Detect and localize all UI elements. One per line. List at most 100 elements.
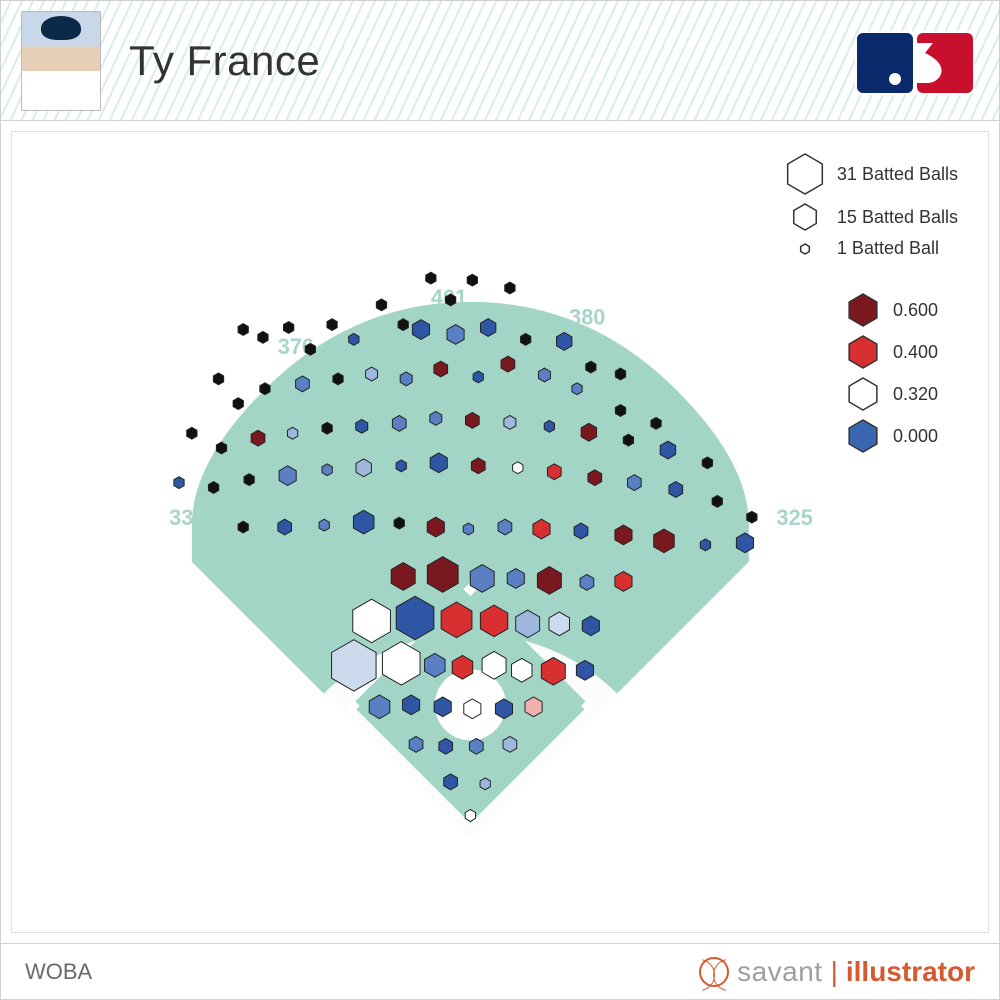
hex-bin (244, 474, 254, 486)
hex-bin (473, 371, 483, 383)
hex-bin (392, 415, 406, 431)
hex-bin (580, 574, 594, 590)
hex-bin (409, 736, 423, 752)
hex-bin (503, 736, 517, 752)
hex-bin (333, 373, 343, 385)
hex-bin (430, 412, 442, 426)
fence-distance-label: 331 (169, 505, 205, 530)
hex-bin (430, 453, 447, 473)
hex-bin (615, 368, 625, 380)
hex-bin (513, 462, 523, 474)
hex-bin (525, 697, 542, 717)
hex-bin (498, 519, 512, 535)
hex-bin (471, 458, 485, 474)
hex-bin (258, 332, 268, 344)
hex-bin (187, 427, 197, 439)
size-legend: 31 Batted Balls 15 Batted Balls 1 Batted B… (783, 152, 958, 265)
size-legend-row: 31 Batted Balls (783, 152, 958, 196)
hex-bin (463, 523, 473, 535)
hex-bin (233, 398, 243, 410)
hex-bin (669, 482, 683, 498)
hex-bin (712, 495, 722, 507)
hex-bin (538, 368, 550, 382)
hex-bin (480, 319, 495, 337)
player-name: Ty France (129, 37, 320, 85)
hex-bin (322, 422, 332, 434)
color-legend-label: 0.600 (893, 300, 938, 321)
mlb-logo (855, 31, 975, 95)
hex-bin (213, 373, 223, 385)
hex-bin (521, 333, 531, 345)
hex-bin (174, 477, 184, 489)
fence-distance-label: 380 (569, 305, 605, 330)
baseball-icon (699, 957, 729, 987)
brand-savant: savant (737, 956, 823, 988)
hex-bin (557, 332, 572, 350)
spray-chart: 331376401380325 31 Batted Balls15 Batted… (11, 131, 989, 933)
hex-bin (376, 299, 386, 311)
hex-bin (445, 294, 455, 306)
hex-bin (427, 517, 444, 537)
hex-bin (238, 324, 248, 336)
hex-bin (615, 405, 625, 417)
footer: WOBA savant | illustrator (1, 943, 999, 999)
hex-bin (396, 460, 406, 472)
hex-bin (480, 778, 490, 790)
player-headshot (21, 11, 101, 111)
brand-illustrator: illustrator (846, 956, 975, 988)
hex-bin (434, 697, 451, 717)
hex-bin (296, 376, 310, 392)
hex-bin (660, 441, 675, 459)
color-legend-row: 0.320 (845, 376, 938, 412)
size-legend-row: 1 Batted Ball (783, 238, 958, 259)
hex-bin (615, 572, 632, 592)
hex-bin (507, 569, 524, 589)
hex-bin (426, 272, 436, 284)
metric-label: WOBA (25, 959, 92, 985)
color-legend-label: 0.320 (893, 384, 938, 405)
hex-bin (547, 464, 561, 480)
header: Ty France (1, 1, 999, 121)
brand-divider: | (831, 956, 838, 988)
size-legend-row: 15 Batted Balls (783, 202, 958, 232)
hex-bin (576, 660, 593, 680)
color-legend-row: 0.600 (845, 292, 938, 328)
hex-bin (403, 695, 420, 715)
size-legend-label: 31 Batted Balls (837, 164, 958, 185)
hex-bin (394, 517, 404, 529)
hex-bin (504, 415, 516, 429)
color-legend: 0.600 0.400 0.320 0.000 (845, 292, 938, 460)
hex-bin (279, 466, 296, 486)
hex-bin (582, 616, 599, 636)
hex-bin (319, 519, 329, 531)
hex-bin (747, 511, 757, 523)
hex-bin (216, 442, 226, 454)
hex-bin (278, 519, 292, 535)
hex-bin (627, 475, 641, 491)
hex-bin (581, 423, 596, 441)
hex-bin (305, 343, 315, 355)
hex-bin (469, 738, 483, 754)
color-legend-label: 0.400 (893, 342, 938, 363)
hex-bin (572, 383, 582, 395)
hex-bin (444, 774, 458, 790)
hex-bin (322, 464, 332, 476)
hex-bin (501, 356, 515, 372)
color-legend-row: 0.000 (845, 418, 938, 454)
hex-bin (588, 470, 602, 486)
hex-bin (544, 420, 554, 432)
hex-bin (356, 459, 371, 477)
card: Ty France 331376401380325 (0, 0, 1000, 1000)
hex-bin (284, 322, 294, 334)
hex-bin (366, 367, 378, 381)
color-legend-label: 0.000 (893, 426, 938, 447)
hex-bin (651, 417, 661, 429)
hex-bin (464, 699, 481, 719)
hex-bin (349, 333, 359, 345)
hex-bin (700, 539, 710, 551)
hex-bin (238, 521, 248, 533)
hex-bin (495, 699, 512, 719)
hex-bin (623, 434, 633, 446)
color-legend-row: 0.400 (845, 334, 938, 370)
hex-bin (400, 372, 412, 386)
